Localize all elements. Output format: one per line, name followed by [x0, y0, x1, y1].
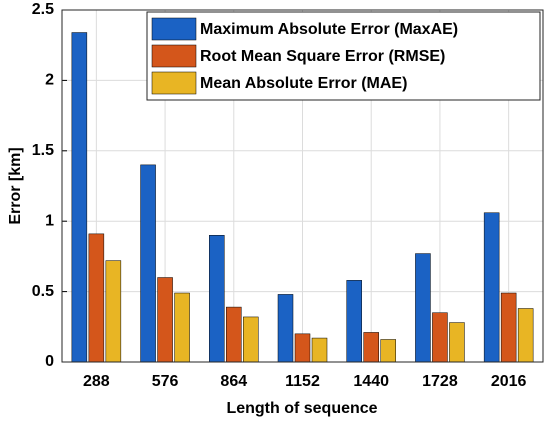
- x-tick-label: 1728: [422, 373, 458, 390]
- y-tick-label: 0: [45, 353, 54, 370]
- y-tick-label: 2.5: [32, 1, 54, 18]
- x-tick-label: 1440: [353, 373, 389, 390]
- bar: [449, 322, 465, 363]
- bar: [174, 292, 190, 363]
- bar: [277, 294, 294, 363]
- x-tick-label: 864: [220, 373, 247, 390]
- legend-swatch: [151, 44, 197, 68]
- y-tick-label: 2: [45, 72, 54, 89]
- bar: [105, 260, 122, 363]
- bar: [311, 337, 328, 363]
- y-axis-label: Error [km]: [7, 147, 24, 224]
- bar: [88, 233, 105, 363]
- bar: [432, 312, 448, 363]
- bar: [517, 308, 534, 363]
- legend-swatch: [151, 17, 197, 41]
- x-tick-label: 576: [152, 373, 179, 390]
- bar: [415, 253, 431, 363]
- bar: [483, 212, 500, 363]
- x-tick-label: 288: [83, 373, 110, 390]
- bar: [294, 333, 311, 363]
- bar: [243, 316, 259, 363]
- x-tick-label: 1152: [285, 373, 320, 390]
- legend-label: Maximum Absolute Error (MaxAE): [200, 21, 458, 38]
- bar: [363, 332, 379, 363]
- legend-box: [146, 11, 541, 101]
- x-tick-label: 2016: [491, 373, 527, 390]
- legend-label: Root Mean Square Error (RMSE): [200, 48, 445, 65]
- bar: [140, 164, 156, 363]
- legend-label: Mean Absolute Error (MAE): [200, 75, 407, 92]
- bar: [380, 339, 396, 363]
- bar: [500, 292, 517, 363]
- y-tick-label: 1: [45, 212, 54, 229]
- y-tick-label: 1.5: [32, 142, 54, 159]
- plot-border: [61, 9, 544, 363]
- bar: [71, 32, 88, 363]
- bar: [157, 277, 173, 363]
- legend-swatch: [151, 71, 197, 95]
- bar: [209, 235, 225, 363]
- bar: [346, 280, 362, 363]
- y-tick-label: 0.5: [32, 283, 54, 300]
- bar: [226, 306, 242, 363]
- x-axis-label: Length of sequence: [226, 400, 377, 417]
